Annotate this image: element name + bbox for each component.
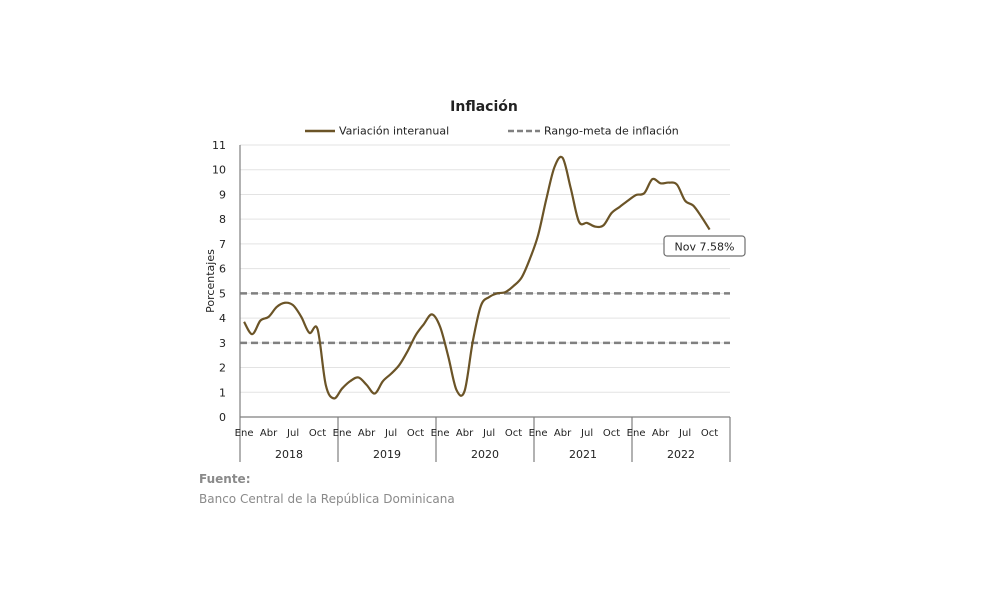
x-tick-label-abr-2020: Abr: [456, 428, 474, 439]
x-tick-label-abr-2019: Abr: [358, 428, 376, 439]
x-tick-label-abr-2021: Abr: [554, 428, 572, 439]
x-tick-label-jul-2021: Jul: [580, 428, 593, 439]
grid-lines: [240, 144, 730, 393]
x-tick-label-oct-2021: Oct: [603, 428, 620, 439]
series-line-variacion-interanual: [243, 155, 711, 400]
year-label-2018: 2018: [275, 448, 303, 461]
y-tick-label-4: 4: [219, 312, 226, 325]
axes: [239, 145, 731, 462]
y-tick-label-9: 9: [219, 188, 226, 201]
y-tick-label-0: 0: [219, 411, 226, 424]
last-value-annotation: Nov 7.58%: [663, 235, 746, 257]
x-tick-label-ene-2018: Ene: [235, 428, 254, 439]
y-tick-label-1: 1: [219, 386, 226, 399]
y-tick-label-11: 11: [212, 139, 226, 152]
x-tick-label-oct-2020: Oct: [505, 428, 522, 439]
y-tick-label-2: 2: [219, 362, 226, 375]
y-tick-label-6: 6: [219, 263, 226, 276]
x-tick-label-jul-2019: Jul: [384, 428, 397, 439]
chart-title: Inflación: [450, 99, 518, 115]
y-tick-label-7: 7: [219, 238, 226, 251]
x-tick-label-oct-2022: Oct: [701, 428, 718, 439]
x-tick-label-abr-2022: Abr: [652, 428, 670, 439]
x-tick-label-ene-2020: Ene: [431, 428, 450, 439]
x-tick-label-oct-2018: Oct: [309, 428, 326, 439]
x-tick-labels: Ene Abr Jul Oct 2018 Ene Abr Jul Oct 2019 Ene Abr Ju…: [235, 428, 719, 461]
x-tick-label-jul-2020: Jul: [482, 428, 495, 439]
x-tick-label-jul-2018: Jul: [286, 428, 299, 439]
legend: Variación interanual Rango-meta de infla…: [305, 125, 679, 138]
x-tick-label-ene-2022: Ene: [627, 428, 646, 439]
source-label: Fuente:: [199, 472, 251, 486]
y-axis-label: Porcentajes: [204, 249, 217, 313]
legend-label-variacion: Variación interanual: [339, 125, 449, 138]
x-tick-label-abr-2018: Abr: [260, 428, 278, 439]
y-tick-label-10: 10: [212, 164, 226, 177]
x-tick-label-oct-2019: Oct: [407, 428, 424, 439]
year-label-2019: 2019: [373, 448, 401, 461]
year-label-2020: 2020: [471, 448, 499, 461]
y-tick-label-5: 5: [219, 287, 226, 300]
annotation-label: Nov 7.58%: [675, 241, 735, 254]
x-tick-label-ene-2019: Ene: [333, 428, 352, 439]
legend-label-rango-meta: Rango-meta de inflación: [544, 125, 679, 138]
year-label-2022: 2022: [667, 448, 695, 461]
annotation-box: [663, 235, 746, 257]
target-range-lines: [240, 292, 730, 345]
x-tick-label-jul-2022: Jul: [678, 428, 691, 439]
y-tick-label-8: 8: [219, 213, 226, 226]
x-tick-label-ene-2021: Ene: [529, 428, 548, 439]
y-tick-label-3: 3: [219, 337, 226, 350]
y-tick-labels: 0 1 2 3 4 5 6 7 8 9 10 11: [212, 139, 226, 424]
source-text: Banco Central de la República Dominicana: [199, 492, 455, 506]
year-label-2021: 2021: [569, 448, 597, 461]
